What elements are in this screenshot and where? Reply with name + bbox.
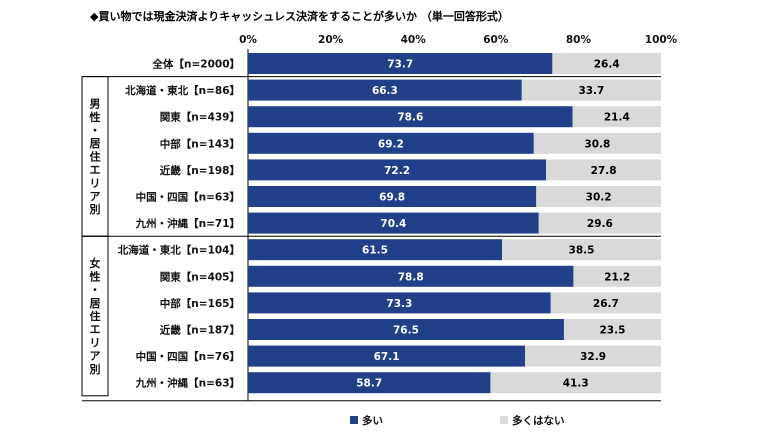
category-label: 北海道・東北【n=104】 [118,244,240,257]
category-label: 中部【n=143】 [160,137,240,150]
x-tick-label: 40% [401,34,427,46]
data-label: 69.2 [378,138,404,150]
data-label: 38.5 [569,245,595,257]
x-tick-label: 60% [483,34,509,46]
bar-segment-ooi [248,239,502,261]
data-label: 73.7 [387,59,413,71]
bar-segment-ookuwanai [546,159,661,181]
category-label: 中国・四国【n=76】 [136,350,240,363]
data-label: 69.8 [379,192,405,204]
category-label: 九州・沖縄【n=63】 [135,377,240,390]
data-label: 72.2 [384,165,410,177]
legend-swatch [500,416,508,424]
data-label: 58.7 [356,378,382,390]
bar-segment-ooi [248,159,547,181]
x-tick-label: 80% [566,34,592,46]
group-label: 女性・居住エリア別 [89,256,101,376]
bar-segment-ooi [248,372,491,394]
bar-segment-ookuwanai [501,239,661,261]
group-label-box [81,235,109,397]
bar-segment-ookuwanai [490,372,661,394]
bar-segment-ooi [248,212,539,234]
data-label: 23.5 [600,325,626,337]
data-label: 66.3 [372,85,398,97]
bar-segment-ookuwanai [536,186,661,207]
x-tick-label: 100% [645,34,678,46]
data-label: 26.4 [594,59,620,71]
data-label: 26.7 [593,298,619,310]
legend-label: 多い [362,414,383,427]
bar-segment-ookuwanai [538,212,661,234]
category-label: 関東【n=439】 [160,111,240,124]
category-label: 全体【n=2000】 [152,58,241,71]
data-label: 61.5 [362,245,388,257]
data-label: 76.5 [393,325,419,337]
data-label: 78.6 [397,112,423,124]
bar-segment-ookuwanai [573,265,661,287]
bar-segment-ookuwanai [563,319,661,340]
data-label: 78.8 [398,271,424,283]
data-label: 73.3 [386,298,412,310]
bar-segment-ooi [248,265,574,287]
chart-title: ◆買い物では現金決済よりキャッシュレス決済をすることが多いか （単一回答形式） [90,10,509,23]
bar-segment-ookuwanai [525,345,661,367]
bar-segment-ooi [248,132,534,154]
bar-segment-ooi [248,186,537,207]
bar-segment-ooi [248,345,526,367]
group-label: 男性・居住エリア別 [89,98,101,217]
x-tick-label: 20% [318,34,344,46]
bar-segment-ooi [248,79,522,101]
data-label: 33.7 [578,85,604,97]
data-label: 41.3 [563,378,589,390]
bar-segment-ooi [248,319,564,340]
bar-segment-ooi [248,106,573,128]
x-tick-label: 0% [239,34,257,46]
bar-segment-ookuwanai [550,292,661,314]
data-label: 32.9 [580,351,606,363]
bar-segment-ooi [248,53,553,74]
category-label: 近畿【n=198】 [160,164,240,177]
bar-segment-ookuwanai [521,79,661,101]
data-label: 27.8 [591,165,617,177]
bar-segment-ookuwanai [552,53,661,74]
data-label: 21.2 [604,271,630,283]
category-label: 関東【n=405】 [160,270,240,283]
data-label: 70.4 [380,218,406,230]
bar-segment-ookuwanai [572,106,661,128]
bar-segment-ooi [248,292,551,314]
data-label: 67.1 [374,351,400,363]
category-label: 北海道・東北【n=86】 [125,84,240,97]
data-label: 21.4 [604,112,630,124]
data-label: 30.2 [586,192,612,204]
bar-segment-ookuwanai [533,132,661,154]
category-label: 中部【n=165】 [160,297,240,310]
category-label: 近畿【n=187】 [160,324,240,337]
data-label: 30.8 [584,138,610,150]
legend-label: 多くはない [512,414,565,427]
category-label: 中国・四国【n=63】 [136,191,240,204]
category-label: 九州・沖縄【n=71】 [135,217,240,230]
data-label: 29.6 [587,218,613,230]
legend-swatch [350,416,358,424]
